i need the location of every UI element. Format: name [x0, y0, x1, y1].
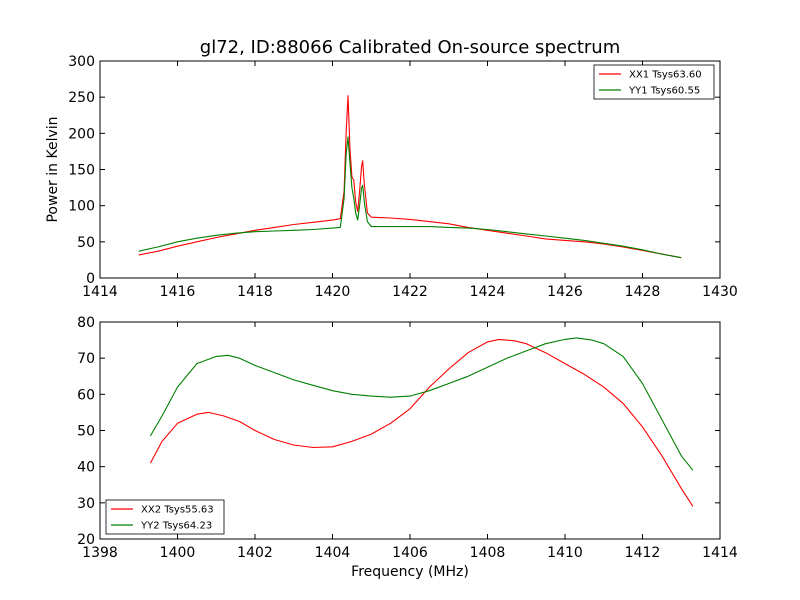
bottom-y-tick-label: 20 [77, 532, 95, 548]
top-series-line-1 [138, 95, 682, 259]
bottom-x-tick-label: 1414 [702, 545, 738, 561]
bottom-y-tick-label: 60 [77, 387, 95, 403]
bottom-x-tick-label: 1404 [315, 545, 351, 561]
bottom-x-tick-label: 1400 [160, 545, 196, 561]
bottom-plot-area: 1398 1400 1402 1404 1406 1408 1410 1412 1414 20 30… [77, 315, 738, 561]
bottom-legend-label-xx2: XX2 Tsys55.63 [141, 505, 214, 516]
bottom-legend-label-yy2: YY2 Tsys64.23 [140, 521, 212, 532]
top-x-tick-label: 1424 [470, 284, 506, 300]
figure-title: gl72, ID:88066 Calibrated On-source spec… [200, 37, 620, 58]
top-y-tick-label: 300 [68, 54, 95, 70]
top-chart: 1414 1416 1418 1420 1422 1424 1426 1428 1430 0 50 1… [45, 54, 738, 300]
top-y-tick-label: 150 [68, 163, 95, 179]
top-x-tick-label: 1428 [625, 284, 661, 300]
bottom-y-tick-label: 30 [77, 496, 95, 512]
top-y-tick-label: 250 [68, 90, 95, 106]
top-y-tick-label: 0 [86, 271, 95, 287]
top-x-tick-label: 1416 [160, 284, 196, 300]
bottom-chart: 1398 1400 1402 1404 1406 1408 1410 1412 1414 20 30… [77, 315, 738, 580]
bottom-x-tick-label: 1412 [625, 545, 661, 561]
top-x-tick-label: 1414 [82, 284, 118, 300]
top-y-tick-label: 50 [77, 235, 95, 251]
bottom-x-axis-label: Frequency (MHz) [351, 564, 469, 580]
bottom-x-tick-label: 1406 [392, 545, 428, 561]
top-x-tick-label: 1426 [547, 284, 583, 300]
top-x-tick-label: 1430 [702, 284, 738, 300]
top-series-line-2 [138, 136, 682, 259]
top-plot-area: 1414 1416 1418 1420 1422 1424 1426 1428 1430 0 50 1… [68, 54, 738, 300]
bottom-series-line-1 [149, 338, 694, 507]
bottom-series-line-2 [149, 337, 694, 471]
bottom-y-tick-label: 50 [77, 424, 95, 440]
top-y-axis-label: Power in Kelvin [45, 116, 61, 222]
bottom-y-tick-label: 70 [77, 351, 95, 367]
bottom-legend: XX2 Tsys55.63 YY2 Tsys64.23 [105, 499, 225, 535]
top-legend-label-xx1: XX1 Tsys63.60 [629, 70, 702, 81]
top-y-tick-label: 200 [68, 126, 95, 142]
top-x-tick-label: 1418 [237, 284, 273, 300]
bottom-y-tick-label: 80 [77, 315, 95, 331]
bottom-x-tick-label: 1402 [237, 545, 273, 561]
top-legend: XX1 Tsys63.60 YY1 Tsys60.55 [593, 64, 715, 100]
top-y-tick-label: 100 [68, 199, 95, 215]
bottom-x-tick-label: 1408 [470, 545, 506, 561]
top-x-tick-label: 1422 [392, 284, 428, 300]
bottom-x-tick-label: 1398 [82, 545, 118, 561]
top-x-tick-label: 1420 [315, 284, 351, 300]
bottom-y-tick-label: 40 [77, 460, 95, 476]
top-legend-label-yy1: YY1 Tsys60.55 [628, 86, 700, 97]
bottom-x-tick-label: 1410 [547, 545, 583, 561]
